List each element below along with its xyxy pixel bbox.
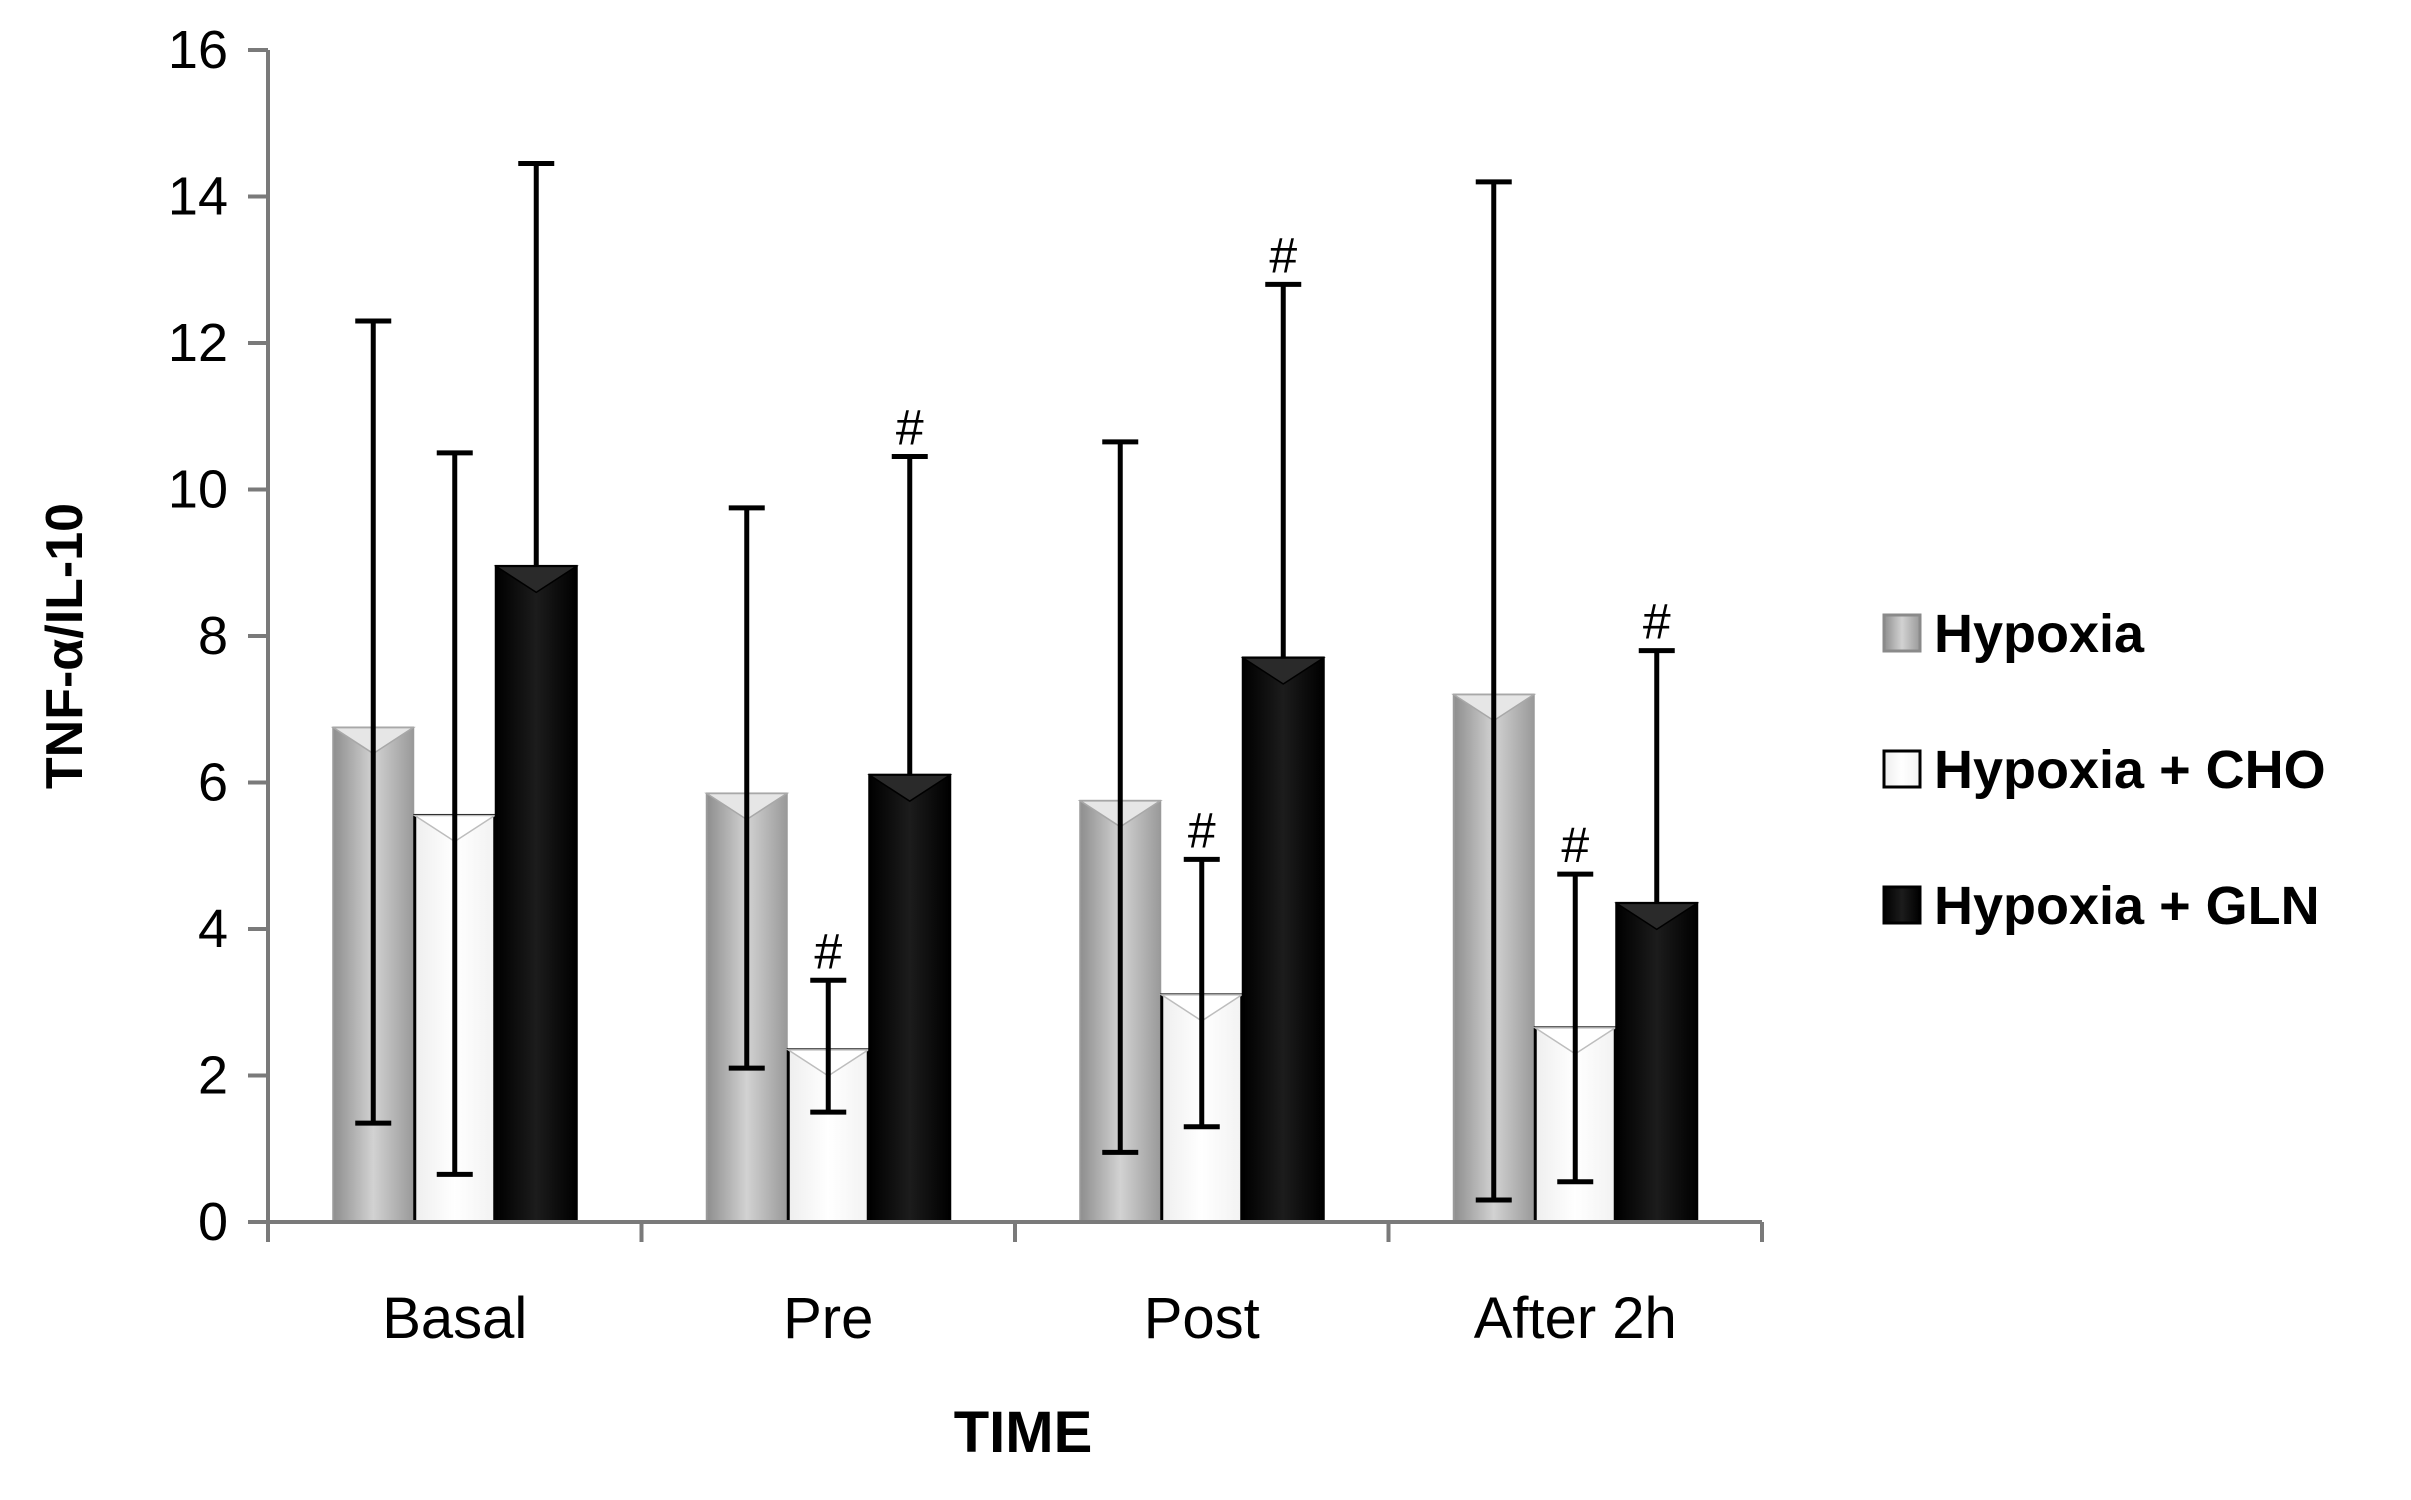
legend-label: Hypoxia + CHO — [1934, 740, 2326, 800]
bar-hypoxia-gln-after-2h — [1615, 901, 1699, 1224]
x-tick-label: After 2h — [1474, 1286, 1677, 1351]
x-axis-title: TIME — [954, 1400, 1093, 1465]
significance-mark: # — [1561, 817, 1589, 873]
y-tick-label: 12 — [168, 313, 228, 373]
y-axis-title: TNF-α/IL-10 — [36, 503, 94, 789]
y-tick-label: 10 — [168, 460, 228, 520]
y-tick-label: 0 — [198, 1192, 228, 1252]
x-tick-label: Basal — [382, 1286, 527, 1351]
legend-label: Hypoxia — [1934, 604, 2145, 664]
legend-swatch-hypoxia — [1882, 613, 1922, 653]
significance-mark: # — [814, 923, 842, 979]
x-tick-label: Post — [1144, 1286, 1260, 1351]
significance-mark: # — [1643, 594, 1671, 650]
legend-label: Hypoxia + GLN — [1934, 876, 2320, 936]
bar-hypoxia-gln-basal — [494, 564, 578, 1224]
legend-swatch-hypoxia-cho — [1882, 749, 1922, 789]
y-tick-label: 6 — [198, 753, 228, 813]
y-tick-label: 4 — [198, 899, 228, 959]
bar-hypoxia-gln-post — [1241, 656, 1325, 1224]
bar-hypoxia-gln-pre — [868, 773, 952, 1224]
significance-mark: # — [1269, 227, 1297, 283]
significance-mark: # — [896, 400, 924, 456]
y-tick-label: 14 — [168, 167, 228, 227]
legend-swatch-hypoxia-gln — [1882, 885, 1922, 925]
y-tick-label: 2 — [198, 1046, 228, 1106]
x-tick-label: Pre — [783, 1286, 873, 1351]
y-tick-label: 16 — [168, 20, 228, 80]
y-tick-label: 8 — [198, 606, 228, 666]
significance-mark: # — [1188, 802, 1216, 858]
